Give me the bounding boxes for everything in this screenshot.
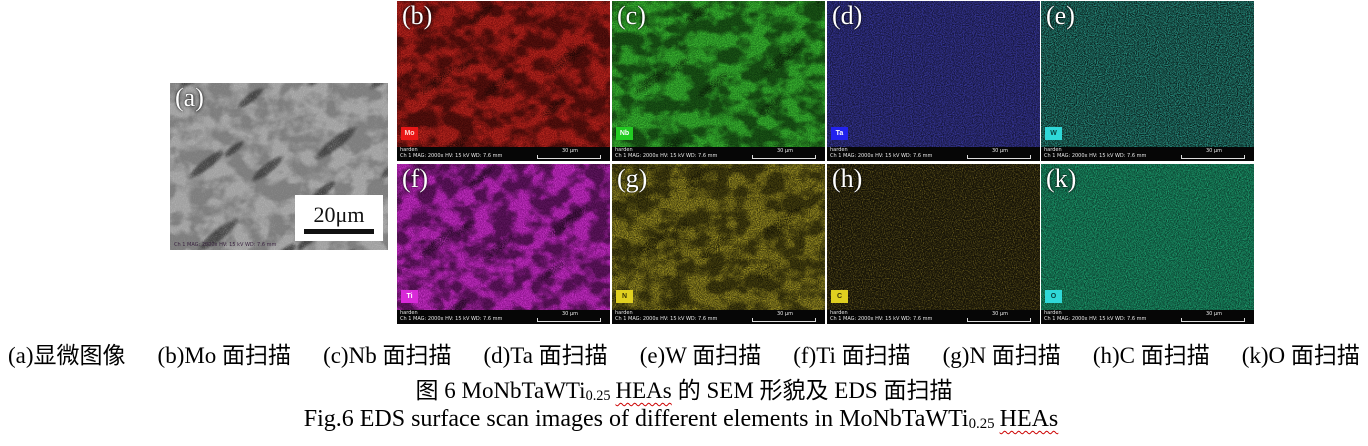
map-scale-bar	[752, 318, 816, 322]
map-scale-bar	[752, 155, 816, 159]
map-info-bar: harden Ch 1 MAG: 2000x HV: 15 kV WD: 7.6 …	[612, 310, 825, 324]
map-scale-bar	[537, 318, 601, 322]
caption-english: Fig.6 EDS surface scan images of differe…	[0, 406, 1368, 433]
map-scale-label: 30 μm	[991, 148, 1008, 154]
element-badge-c: C	[831, 290, 848, 303]
panel-label: (f)	[402, 164, 428, 193]
panel-label: (e)	[1046, 1, 1075, 30]
map-info-bar: harden Ch 1 MAG: 2000x HV: 15 kV WD: 7.6 …	[397, 310, 610, 324]
element-badge-n: N	[616, 290, 633, 303]
caption-en-subscript: 0.25	[968, 415, 995, 432]
panel-label: (h)	[832, 164, 863, 193]
map-info-bar: harden Ch 1 MAG: 2000x HV: 15 kV WD: 7.6 …	[1041, 147, 1254, 161]
panel-label: (d)	[832, 1, 863, 30]
map-scale-bar	[967, 318, 1031, 322]
caption-panel-label: (b)Mo 面扫描	[157, 343, 292, 368]
caption-panel-label: (e)W 面扫描	[639, 343, 762, 368]
mottle-noise	[397, 164, 610, 324]
map-scale-label: 30 μm	[561, 311, 578, 317]
eds-tile-ta: (d) Ta harden Ch 1 MAG: 2000x HV: 15 kV WD:…	[827, 1, 1040, 161]
map-scale-bar	[967, 155, 1031, 159]
eds-tile-ti: (f) Ti harden Ch 1 MAG: 2000x HV: 15 kV WD:…	[397, 164, 610, 324]
map-info-bar: harden Ch 1 MAG: 2000x HV: 15 kV WD: 7.6 …	[612, 147, 825, 161]
sem-scale-box: 20μm	[295, 195, 383, 241]
caption-panel-label: (c)Nb 面扫描	[323, 343, 452, 368]
sem-info-text: Ch 1 MAG: 2000x HV: 15 kV WD: 7.6 mm	[174, 242, 277, 248]
element-badge-ti: Ti	[401, 290, 418, 303]
map-scale-bar	[1181, 318, 1245, 322]
panel-label: (g)	[617, 164, 648, 193]
element-badge-o: O	[1045, 290, 1062, 303]
map-meta-text: Ch 1 MAG: 2000x HV: 15 kV WD: 7.6 mm	[400, 316, 503, 322]
map-scale-label: 30 μm	[1205, 311, 1222, 317]
map-meta-text: Ch 1 MAG: 2000x HV: 15 kV WD: 7.6 mm	[1044, 316, 1147, 322]
element-badge-w: W	[1045, 127, 1062, 140]
caption-panel-label: (a)显微图像	[8, 343, 126, 368]
map-scale-label: 30 μm	[1205, 148, 1222, 154]
caption-en-heas: HEAs	[999, 406, 1059, 432]
caption-panel-label: (g)N 面扫描	[942, 343, 1061, 368]
map-scale-label: 30 μm	[776, 148, 793, 154]
map-info-bar: harden Ch 1 MAG: 2000x HV: 15 kV WD: 7.6 …	[1041, 310, 1254, 324]
map-info-bar: harden Ch 1 MAG: 2000x HV: 15 kV WD: 7.6 …	[827, 310, 1040, 324]
caption-chinese: 图 6 MoNbTaWTi0.25 HEAs 的 SEM 形貌及 EDS 面扫描	[0, 371, 1368, 405]
map-scale-label: 30 μm	[776, 311, 793, 317]
caption-en-prefix: Fig.6 EDS surface scan images of differe…	[303, 406, 969, 432]
element-badge-ta: Ta	[831, 127, 848, 140]
caption-panel-label: (k)O 面扫描	[1241, 343, 1360, 368]
speckle-noise	[397, 164, 610, 324]
sem-scale-label: 20μm	[313, 201, 365, 227]
caption-zh-heas: HEAs	[615, 378, 672, 403]
panel-label: (c)	[617, 1, 646, 30]
sem-panel-label: (a)	[175, 83, 204, 112]
caption-panel-label: (h)C 面扫描	[1092, 343, 1210, 368]
map-scale-label: 30 μm	[991, 311, 1008, 317]
caption-panel-label: (f)Ti 面扫描	[793, 343, 911, 368]
map-meta-text: Ch 1 MAG: 2000x HV: 15 kV WD: 7.6 mm	[615, 316, 718, 322]
map-scale-label: 30 μm	[561, 148, 578, 154]
map-scale-bar	[1181, 155, 1245, 159]
map-meta-text: Ch 1 MAG: 2000x HV: 15 kV WD: 7.6 mm	[830, 316, 933, 322]
eds-tile-nb: (c) Nb harden Ch 1 MAG: 2000x HV: 15 kV WD:…	[612, 1, 825, 161]
map-info-bar: harden Ch 1 MAG: 2000x HV: 15 kV WD: 7.6 …	[827, 147, 1040, 161]
caption-zh-suffix: 的 SEM 形貌及 EDS 面扫描	[677, 378, 953, 403]
eds-tile-mo: (b) Mo harden Ch 1 MAG: 2000x HV: 15 kV WD:…	[397, 1, 610, 161]
map-scale-bar	[537, 155, 601, 159]
sem-scale-bar	[304, 228, 374, 234]
caption-zh-prefix: 图 6 MoNbTaWTi	[415, 378, 586, 403]
map-info-bar: harden Ch 1 MAG: 2000x HV: 15 kV WD: 7.6 …	[397, 147, 610, 161]
sem-micrograph-panel: (a) 20μm Ch 1 MAG: 2000x HV: 15 kV WD: 7…	[170, 83, 388, 250]
caption-zh-subscript: 0.25	[585, 387, 611, 404]
map-meta-text: Ch 1 MAG: 2000x HV: 15 kV WD: 7.6 mm	[615, 153, 718, 159]
map-meta-text: Ch 1 MAG: 2000x HV: 15 kV WD: 7.6 mm	[830, 153, 933, 159]
caption-panel-labels: (a)显微图像 (b)Mo 面扫描 (c)Nb 面扫描 (d)Ta 面扫描 (e)W 面…	[0, 336, 1368, 370]
caption-panel-label: (d)Ta 面扫描	[483, 343, 608, 368]
panel-label: (k)	[1046, 164, 1077, 193]
map-meta-text: Ch 1 MAG: 2000x HV: 15 kV WD: 7.6 mm	[400, 153, 503, 159]
element-badge-mo: Mo	[401, 127, 418, 140]
panel-label: (b)	[402, 1, 433, 30]
element-badge-nb: Nb	[616, 127, 633, 140]
map-meta-text: Ch 1 MAG: 2000x HV: 15 kV WD: 7.6 mm	[1044, 153, 1147, 159]
